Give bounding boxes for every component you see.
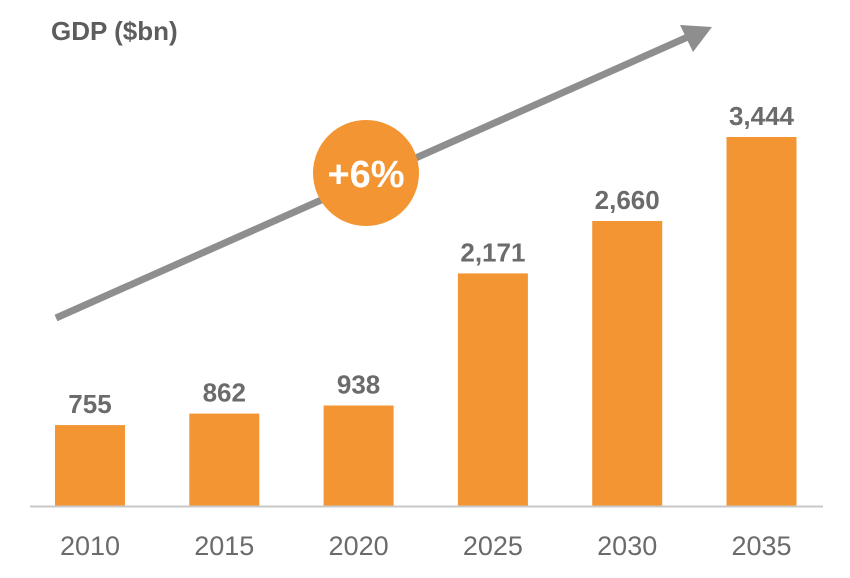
value-label-2035: 3,444 [729, 101, 795, 131]
x-tick-label-2030: 2030 [597, 531, 657, 561]
value-label-2030: 2,660 [595, 185, 660, 215]
bar-2010 [55, 425, 125, 506]
x-tick-label-2010: 2010 [60, 531, 120, 561]
value-label-2020: 938 [337, 370, 380, 400]
growth-badge [313, 120, 419, 226]
value-label-2015: 862 [203, 378, 246, 408]
x-tick-label-2015: 2015 [194, 531, 254, 561]
x-tick-label-2020: 2020 [329, 531, 389, 561]
trend-arrow-head-icon [680, 25, 712, 52]
value-labels-layer: 755 862 938 2,171 2,660 3,444 [68, 101, 794, 419]
growth-badge-label: +6% [327, 154, 404, 196]
bar-2030 [592, 221, 663, 506]
bar-2035 [726, 137, 797, 506]
x-tick-label-2025: 2025 [463, 531, 523, 561]
bar-2020 [323, 405, 394, 506]
x-axis-ticks-layer: 2010 2015 2020 2025 2030 2035 [60, 531, 792, 561]
bar-2025 [457, 273, 528, 506]
value-label-2010: 755 [68, 389, 111, 419]
x-tick-label-2035: 2035 [731, 531, 791, 561]
bar-2015 [189, 413, 260, 506]
bars-layer [55, 137, 797, 506]
chart-title: GDP ($bn) [51, 16, 178, 46]
value-label-2025: 2,171 [460, 237, 525, 267]
